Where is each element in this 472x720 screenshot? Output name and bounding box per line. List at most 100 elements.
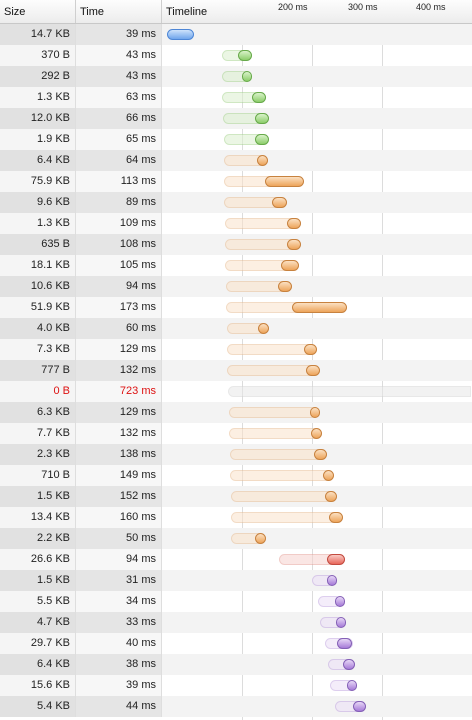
- time-cell: 113 ms: [76, 171, 162, 192]
- size-cell: 14.7 KB: [0, 24, 76, 45]
- size-cell: 0 B: [0, 381, 76, 402]
- receiving-bar[interactable]: [256, 155, 269, 166]
- size-cell: 15.6 KB: [0, 675, 76, 696]
- size-cell: 1.9 KB: [0, 129, 76, 150]
- request-row[interactable]: 29.7 KB 40 ms: [0, 633, 472, 654]
- receiving-bar[interactable]: [255, 533, 266, 544]
- time-cell: 138 ms: [76, 444, 162, 465]
- size-cell: 6.4 KB: [0, 654, 76, 675]
- request-row[interactable]: 10.6 KB 94 ms: [0, 276, 472, 297]
- time-cell: 39 ms: [76, 24, 162, 45]
- waiting-bar[interactable]: [230, 512, 343, 523]
- request-row[interactable]: 1.5 KB 152 ms: [0, 486, 472, 507]
- time-cell: 50 ms: [76, 528, 162, 549]
- receiving-bar[interactable]: [258, 323, 269, 334]
- time-cell: 64 ms: [76, 150, 162, 171]
- request-row[interactable]: 4.0 KB 60 ms: [0, 318, 472, 339]
- request-row[interactable]: 26.6 KB 94 ms: [0, 549, 472, 570]
- waiting-bar[interactable]: [229, 428, 322, 439]
- size-cell: 370 B: [0, 45, 76, 66]
- receiving-bar[interactable]: [278, 281, 292, 292]
- size-cell: 10.6 KB: [0, 276, 76, 297]
- size-cell: 12.0 KB: [0, 108, 76, 129]
- timeline-tick-label: 400 ms: [416, 2, 446, 12]
- request-row[interactable]: 4.7 KB 33 ms: [0, 612, 472, 633]
- time-column-header[interactable]: Time: [76, 0, 162, 23]
- timeline-column-header[interactable]: Timeline: [166, 6, 208, 18]
- request-row[interactable]: 1.9 KB 65 ms: [0, 129, 472, 150]
- request-row[interactable]: 6.3 KB 129 ms: [0, 402, 472, 423]
- request-row[interactable]: 635 B 108 ms: [0, 234, 472, 255]
- waiting-bar[interactable]: [230, 491, 338, 502]
- receiving-bar[interactable]: [325, 491, 338, 502]
- request-row[interactable]: 1.3 KB 63 ms: [0, 87, 472, 108]
- request-bar[interactable]: [227, 386, 471, 397]
- receiving-bar[interactable]: [327, 575, 338, 586]
- request-row[interactable]: 2.3 KB 138 ms: [0, 444, 472, 465]
- request-row[interactable]: 15.6 KB 39 ms: [0, 675, 472, 696]
- request-row[interactable]: 292 B 43 ms: [0, 66, 472, 87]
- request-row[interactable]: 710 B 149 ms: [0, 465, 472, 486]
- receiving-bar[interactable]: [286, 218, 302, 229]
- receiving-bar[interactable]: [281, 260, 299, 271]
- receiving-bar[interactable]: [286, 239, 301, 250]
- size-cell: 1.5 KB: [0, 570, 76, 591]
- request-row[interactable]: 9.6 KB 89 ms: [0, 192, 472, 213]
- receiving-bar[interactable]: [304, 344, 318, 355]
- request-row[interactable]: 13.4 KB 160 ms: [0, 507, 472, 528]
- time-cell: 723 ms: [76, 381, 162, 402]
- request-row[interactable]: 7.7 KB 132 ms: [0, 423, 472, 444]
- size-cell: 2.2 KB: [0, 528, 76, 549]
- size-cell: 75.9 KB: [0, 171, 76, 192]
- request-row[interactable]: 7.3 KB 129 ms: [0, 339, 472, 360]
- receiving-bar[interactable]: [305, 365, 320, 376]
- receiving-bar[interactable]: [252, 92, 267, 103]
- size-cell: 26.6 KB: [0, 549, 76, 570]
- receiving-bar[interactable]: [328, 512, 343, 523]
- waiting-bar[interactable]: [230, 449, 327, 460]
- receiving-bar[interactable]: [326, 554, 345, 565]
- request-row[interactable]: 51.9 KB 173 ms: [0, 297, 472, 318]
- receiving-bar[interactable]: [292, 302, 347, 313]
- waiting-bar[interactable]: [230, 470, 335, 481]
- receiving-bar[interactable]: [323, 470, 335, 481]
- time-cell: 129 ms: [76, 339, 162, 360]
- receiving-bar[interactable]: [346, 680, 358, 691]
- request-row[interactable]: 6.4 KB 64 ms: [0, 150, 472, 171]
- receiving-bar[interactable]: [335, 617, 346, 628]
- size-column-header[interactable]: Size: [0, 0, 76, 23]
- waiting-bar[interactable]: [229, 407, 320, 418]
- receiving-bar[interactable]: [314, 449, 327, 460]
- request-row[interactable]: 5.4 KB 44 ms: [0, 696, 472, 717]
- request-row[interactable]: 1.3 KB 109 ms: [0, 213, 472, 234]
- request-bar[interactable]: [167, 29, 195, 40]
- receiving-bar[interactable]: [272, 197, 287, 208]
- time-cell: 40 ms: [76, 633, 162, 654]
- request-row[interactable]: 0 B 723 ms: [0, 381, 472, 402]
- request-row[interactable]: 5.5 KB 34 ms: [0, 591, 472, 612]
- request-row[interactable]: 18.1 KB 105 ms: [0, 255, 472, 276]
- receiving-bar[interactable]: [337, 638, 353, 649]
- receiving-bar[interactable]: [335, 596, 345, 607]
- time-cell: 149 ms: [76, 465, 162, 486]
- time-cell: 89 ms: [76, 192, 162, 213]
- request-row[interactable]: 12.0 KB 66 ms: [0, 108, 472, 129]
- receiving-bar[interactable]: [255, 134, 270, 145]
- time-cell: 39 ms: [76, 675, 162, 696]
- receiving-bar[interactable]: [311, 428, 322, 439]
- receiving-bar[interactable]: [352, 701, 366, 712]
- receiving-bar[interactable]: [237, 50, 252, 61]
- receiving-bar[interactable]: [254, 113, 270, 124]
- request-row[interactable]: 75.9 KB 113 ms: [0, 171, 472, 192]
- receiving-bar[interactable]: [343, 659, 355, 670]
- request-row[interactable]: 2.2 KB 50 ms: [0, 528, 472, 549]
- request-row[interactable]: 370 B 43 ms: [0, 45, 472, 66]
- request-row[interactable]: 14.7 KB 39 ms: [0, 24, 472, 45]
- receiving-bar[interactable]: [309, 407, 320, 418]
- request-row[interactable]: 1.5 KB 31 ms: [0, 570, 472, 591]
- receiving-bar[interactable]: [241, 71, 252, 82]
- request-row[interactable]: 6.4 KB 38 ms: [0, 654, 472, 675]
- receiving-bar[interactable]: [265, 176, 304, 187]
- request-row[interactable]: 777 B 132 ms: [0, 360, 472, 381]
- time-cell: 129 ms: [76, 402, 162, 423]
